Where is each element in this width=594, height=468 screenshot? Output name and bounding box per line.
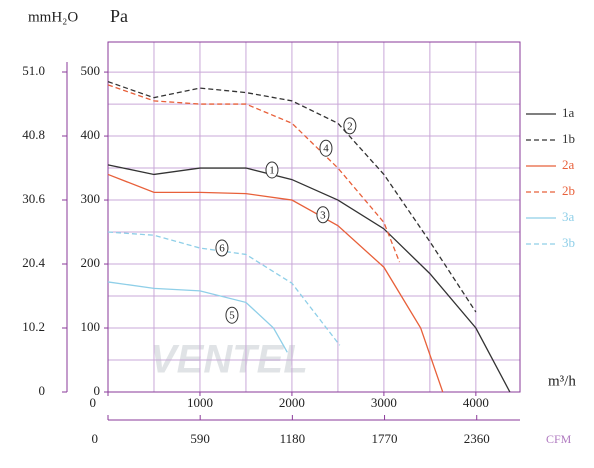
x-unit: m³/h [548,373,576,389]
y2-tick-label: 30.6 [22,191,45,206]
series-line [107,164,511,393]
y-tick-label: 400 [81,127,101,142]
x2-tick-label: 2360 [464,431,490,446]
legend-label: 3b [562,235,575,250]
annotation-circle [316,206,330,224]
series-line [107,81,477,313]
legend-label: 1a [562,105,575,120]
legend-label: 2a [562,157,575,172]
y-unit: Pa [110,6,128,26]
annotation-label: 4 [323,143,329,155]
x-tick-label: 4000 [463,395,489,410]
series-line [107,84,401,263]
x-tick-label: 3000 [371,395,397,410]
annotation-circle [265,161,279,179]
annotation-label: 2 [347,120,353,132]
legend-label: 3a [562,209,575,224]
x2-unit: CFM [546,432,572,446]
x2-tick-label: 590 [190,431,210,446]
y-tick-label: 0 [94,383,101,398]
y-tick-label: 300 [81,191,101,206]
y-tick-label: 100 [81,319,101,334]
x2-tick-label: 1180 [280,431,306,446]
series-line [107,281,288,353]
legend-label: 1b [562,131,575,146]
annotation-circle [225,306,239,324]
y-tick-label: 500 [81,63,101,78]
annotation-circle [215,239,229,257]
annotation-label: 6 [219,243,225,255]
annotation-circle [319,139,333,157]
x2-tick-label: 1770 [372,431,398,446]
y2-tick-label: 10.2 [22,319,45,334]
annotation-label: 3 [320,209,326,221]
annotation-label: 5 [229,310,235,322]
x2-tick-label: 0 [92,431,99,446]
x-tick-label: 0 [90,395,97,410]
y2-tick-label: 0 [39,383,46,398]
y2-tick-label: 20.4 [22,255,45,270]
x-tick-label: 1000 [187,395,213,410]
annotation-circle [343,117,357,135]
y2-tick-label: 40.8 [22,127,45,142]
x-tick-label: 2000 [279,395,305,410]
legend-label: 2b [562,183,575,198]
y-tick-label: 200 [81,255,101,270]
y2-tick-label: 51.0 [22,63,45,78]
plot-frame [107,41,521,393]
y2-unit: mmH₂O [28,9,78,25]
series-line [107,173,444,393]
annotation-label: 1 [269,165,275,177]
